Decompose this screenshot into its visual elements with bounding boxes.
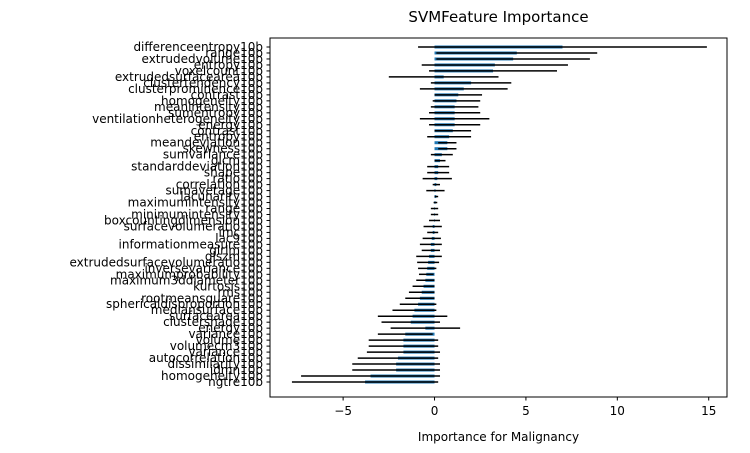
y-tick-label: maximumprobability10b (116, 267, 263, 281)
y-tick-label: informationmeasure10b (119, 237, 263, 251)
x-tick-label: 5 (522, 404, 530, 418)
y-tick-label: homogeneity10b (161, 369, 263, 383)
x-ticks: −5 0 5 10 15 (334, 397, 716, 418)
y-tick-label: extrudedvolume10b (142, 52, 263, 66)
x-tick-label: 15 (701, 404, 716, 418)
y-tick-label: extrudedsurfacearea10b (115, 70, 263, 84)
y-tick-label: voxelcount10b (175, 64, 263, 78)
y-tick-label: inversevariance10b (144, 261, 263, 275)
y-tick-label: boxcountingdimension10b (104, 213, 263, 227)
y-tick-label: maximum3ddiameter10b (110, 273, 263, 287)
x-tick-label: 10 (610, 404, 625, 418)
y-tick-label: entropy10b (194, 130, 263, 144)
x-tick-label: −5 (334, 404, 352, 418)
y-tick-label: glrlm10b (209, 243, 263, 257)
y-tick-label: volume10b (196, 333, 263, 347)
x-axis-label: Importance for Malignancy (418, 430, 579, 444)
y-tick-label: imc10b (218, 225, 263, 239)
y-tick-labels: differenceentropy10brange10bextrudedvolu… (70, 40, 270, 389)
y-tick-label: variance10b (188, 327, 263, 341)
y-tick-label: meanintensity10b (154, 100, 263, 114)
y-tick-label: contrast10b (191, 88, 263, 102)
y-tick-label: kurtosis10b (193, 279, 263, 293)
y-tick-label: range10b (205, 46, 263, 60)
y-tick-label: extrudedsurfacevolumeratio10b (70, 255, 264, 269)
y-tick-label: energy10b (198, 118, 263, 132)
y-tick-label: differenceentropy10b (133, 40, 263, 54)
y-tick-label: entropy10b (194, 58, 263, 72)
y-tick-label: sphericaldisproportion10b (106, 297, 263, 311)
y-tick-label: glszm10b (205, 249, 263, 263)
y-tick-label: lac910b (215, 231, 263, 245)
y-tick-label: ngtre10b (208, 375, 263, 389)
y-tick-label: sumaverage10b (165, 184, 263, 198)
y-tick-label: correlation10b (176, 178, 263, 192)
y-tick-label: surfacevolumeratio10b (124, 219, 263, 233)
bars-group (365, 45, 563, 384)
y-tick-label: variance10b (188, 345, 263, 359)
y-tick-label: homogeneity10b (161, 94, 263, 108)
y-tick-label: clusterprominence10b (128, 82, 263, 96)
chart-title: SVMFeature Importance (408, 8, 588, 26)
y-tick-label: shape10b (204, 166, 263, 180)
y-tick-label: idmn10b (210, 363, 263, 377)
y-tick-label: surfacearea10b (169, 309, 263, 323)
y-tick-label: glcm10b (211, 154, 263, 168)
y-tick-label: rootmeansquare10b (141, 291, 263, 305)
y-tick-label: ventilationheterogeneity10b (92, 112, 263, 126)
y-tick-label: sumvariance10b (163, 148, 263, 162)
y-tick-label: minimumintensity10b (131, 208, 263, 222)
y-tick-label: skewness10b (183, 142, 263, 156)
y-tick-label: dissimilarity10b (168, 357, 263, 371)
y-tick-label: lacunarity10b (180, 190, 263, 204)
y-tick-label: standarddeviation10b (131, 160, 263, 174)
y-tick-label: range10b (205, 202, 263, 216)
plot-frame (269, 37, 728, 398)
y-tick-label: autocorrelation10b (149, 351, 263, 365)
y-tick-label: maximumintensity10b (128, 196, 263, 210)
y-tick-label: meandeviation10b (150, 136, 263, 150)
y-tick-label: energy10b (198, 321, 263, 335)
x-tick-label: 0 (431, 404, 439, 418)
error-bars-group (291, 46, 707, 383)
y-tick-label: volumecm310b (170, 339, 263, 353)
y-tick-label: mediansurface10b (151, 303, 263, 317)
y-tick-label: sumentropy10b (168, 106, 263, 120)
y-tick-label: contrast10b (191, 124, 263, 138)
y-tick-label: rms10b (217, 285, 263, 299)
y-tick-label: clustershade10b (163, 315, 263, 329)
y-tick-label: clustertendency10b (143, 76, 263, 90)
y-tick-label: ratio10b (212, 172, 263, 186)
